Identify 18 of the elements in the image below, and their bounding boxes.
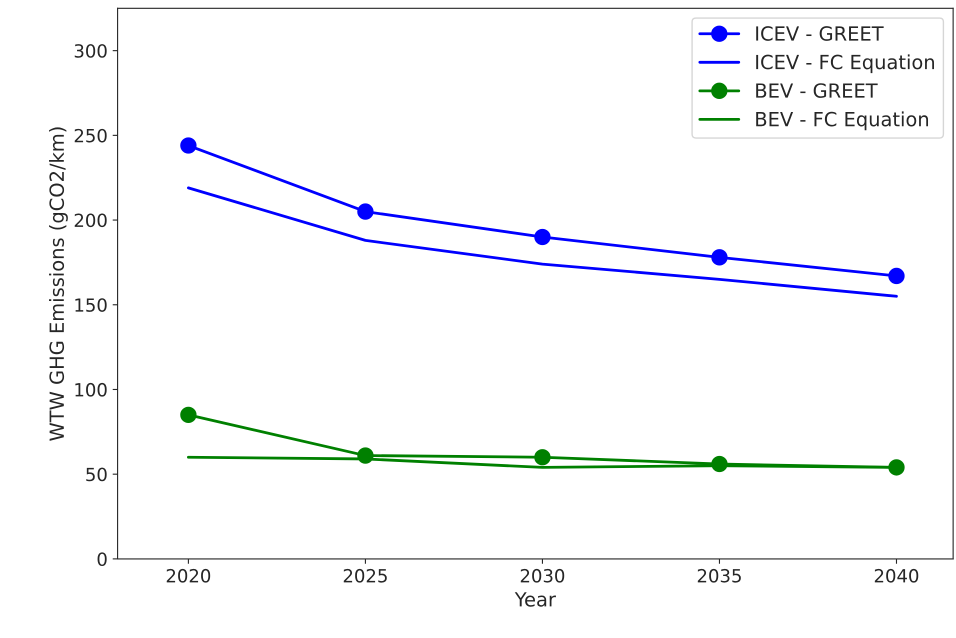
legend-label: ICEV - GREET (756, 26, 884, 41)
y-tick-label: 300 (74, 44, 107, 58)
y-tick-label: 150 (75, 298, 107, 312)
x-axis-title: Year (514, 592, 556, 607)
y-axis-title: WTW GHG Emissions (gCO2/km) (49, 127, 68, 441)
y-tick-label: 200 (74, 214, 107, 228)
legend-label: BEV - FC Equation (756, 111, 928, 130)
x-tick-label: 2040 (874, 568, 918, 583)
x-tick-label: 2030 (520, 568, 564, 583)
y-tick-label: 100 (75, 382, 107, 397)
legend-label: ICEV - FC Equation (756, 54, 934, 74)
x-tick-label: 2020 (166, 568, 210, 583)
x-tick-label: 2025 (344, 568, 387, 583)
legend-label: BEV - GREET (756, 83, 878, 98)
x-tick-label: 2035 (698, 568, 741, 583)
y-tick-label: 250 (74, 128, 107, 142)
y-tick-label: 0 (98, 552, 107, 566)
y-tick-label: 50 (86, 468, 107, 482)
